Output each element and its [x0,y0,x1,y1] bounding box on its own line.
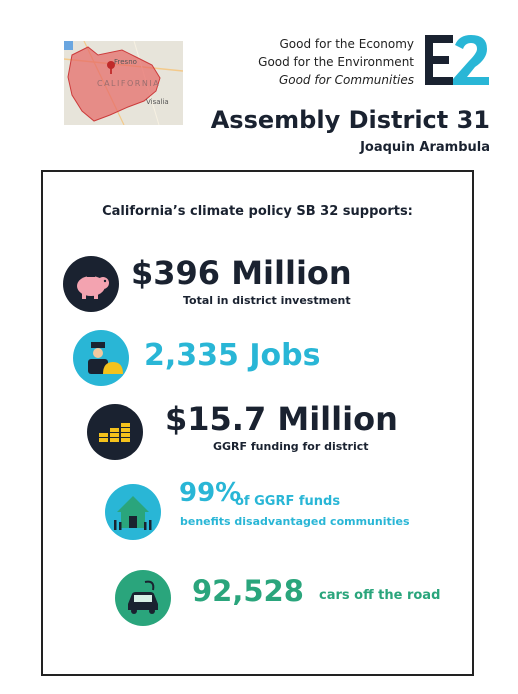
stat-disadvantaged-label2: benefits disadvantaged communities [180,515,410,528]
stat-cars-value: 92,528 [192,574,304,608]
stat-jobs-value: 2,335 Jobs [144,338,321,373]
community-house-icon [105,484,161,540]
worker-icon [73,330,129,386]
coins-icon [87,404,143,460]
taglines: Good for the Economy Good for the Enviro… [258,35,414,89]
map-label-state: CALIFORNIA [97,79,161,88]
member-name: Joaquin Arambula [360,140,490,155]
stats-panel: California’s climate policy SB 32 suppor… [41,170,474,676]
stat-ggrf-value: $15.7 Million [165,400,398,438]
tagline-communities: Good for Communities [278,73,414,87]
district-title: Assembly District 31 [210,106,490,134]
stat-disadvantaged-label1: of GGRF funds [235,494,341,509]
map-label-fresno: Fresno [114,58,137,66]
piggy-bank-icon [63,256,119,312]
e2-logo [425,35,491,85]
tagline-economy: Good for the Economy [279,37,415,51]
district-map: Fresno CALIFORNIA Visalia [64,41,183,125]
map-label-visalia: Visalia [146,98,169,106]
stat-investment-label: Total in district investment [183,294,351,307]
tagline-environment: Good for the Environment [258,55,414,69]
panel-title: California’s climate policy SB 32 suppor… [102,204,413,219]
stat-investment-value: $396 Million [131,254,352,292]
stat-cars-label: cars off the road [319,588,441,603]
electric-car-icon [115,570,171,626]
stat-disadvantaged-value: 99% [179,478,242,508]
stat-ggrf-label: GGRF funding for district [213,440,369,453]
